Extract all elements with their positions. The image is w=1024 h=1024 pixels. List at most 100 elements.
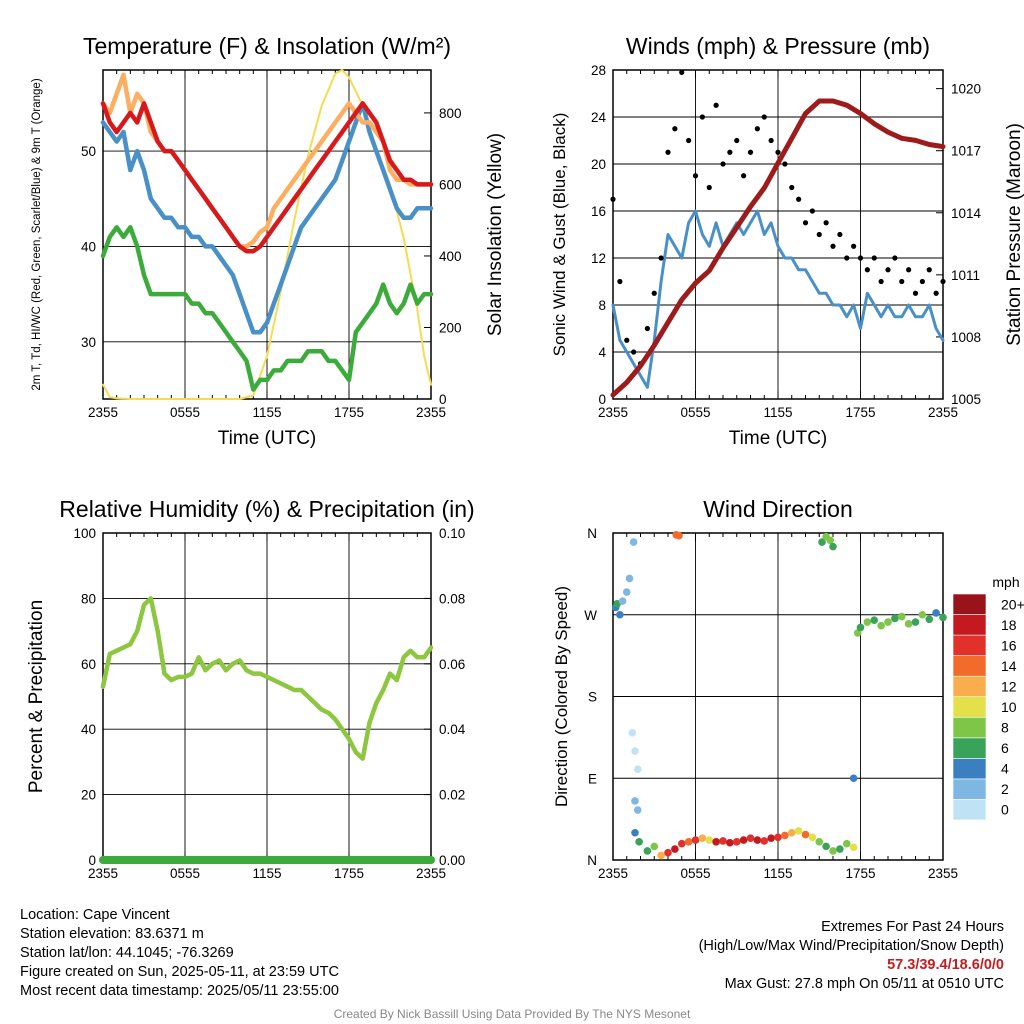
wind-chart-title: Winds (mph) & Pressure (mb) xyxy=(626,33,930,59)
wind-chart-x-tick-label: 1755 xyxy=(845,405,875,420)
direction-chart-direction-point xyxy=(625,574,634,583)
recent-timestamp: Most recent data timestamp: 2025/05/11 2… xyxy=(20,983,339,999)
direction-chart-direction-point xyxy=(939,613,947,622)
wind-chart-gust-point xyxy=(692,173,699,179)
temp-chart-y-tick-label: 30 xyxy=(81,335,96,350)
wind-chart-gust-point xyxy=(857,255,864,261)
rh-chart-x-tick-label: 1155 xyxy=(252,866,281,881)
legend-swatch xyxy=(952,716,987,739)
direction-chart-x-tick-label: 1155 xyxy=(763,866,792,881)
wind-chart-gust-point xyxy=(644,325,650,332)
direction-chart-direction-point xyxy=(698,834,707,842)
direction-chart-x-tick-label: 0555 xyxy=(680,866,710,881)
wind-chart-gust-point xyxy=(672,126,678,132)
max-gust: Max Gust: 27.8 mph On 05/11 at 0510 UTC xyxy=(724,976,1004,992)
wind-chart-x-tick-label: 2355 xyxy=(928,405,958,420)
wind-chart-gust-point xyxy=(686,137,692,144)
extremes-box: Extremes For Past 24 Hours (High/Low/Max… xyxy=(699,918,1004,994)
direction-chart-direction-point xyxy=(863,618,872,626)
legend-label: 20+ xyxy=(1001,596,1024,612)
direction-chart-direction-point xyxy=(794,827,803,835)
wind-chart-gust-point xyxy=(906,267,912,273)
temp-chart-series-line xyxy=(100,101,434,254)
temp-chart-x-tick-label: 2355 xyxy=(88,405,118,420)
wind-chart-gust-point xyxy=(631,349,637,355)
wind-chart-y2-tick-label: 1020 xyxy=(951,82,981,97)
legend-label: 8 xyxy=(1001,720,1009,736)
direction-chart-title: Wind Direction xyxy=(703,496,853,522)
wind-chart-gust-point xyxy=(734,137,740,144)
rh-chart-y2-tick-label: 0.10 xyxy=(439,526,465,541)
direction-chart-y-tick-label: W xyxy=(584,608,597,623)
temp-chart-y-axis-label: 2m T, Td, HI/WC (Red, Green, Scarlet/Blu… xyxy=(31,78,43,390)
direction-chart-direction-point xyxy=(826,536,835,545)
temp-chart-x-tick-label: 1755 xyxy=(334,405,364,420)
legend-swatch xyxy=(952,675,987,698)
wind-chart-gust-point xyxy=(864,267,870,273)
rh-chart-title: Relative Humidity (%) & Precipitation (i… xyxy=(59,496,474,522)
wind-chart-gust-point xyxy=(899,278,905,285)
direction-chart-direction-point xyxy=(884,618,892,626)
station-latlon: Station lat/lon: 44.1045; -76.3269 xyxy=(20,945,234,961)
direction-chart-direction-point xyxy=(726,838,734,847)
direction-chart-direction-point xyxy=(877,621,885,630)
figure-created: Figure created on Sun, 2025-05-11, at 23… xyxy=(20,964,339,980)
direction-chart-direction-point xyxy=(829,542,837,551)
wind-chart-y-tick-label: 4 xyxy=(598,345,606,360)
legend-swatch xyxy=(952,778,987,800)
direction-chart-direction-point xyxy=(650,842,659,851)
wind-chart-gust-point xyxy=(699,114,705,120)
direction-chart-direction-point xyxy=(677,839,686,848)
direction-chart-direction-point xyxy=(911,618,920,626)
legend-swatch xyxy=(952,655,987,677)
direction-chart-direction-point xyxy=(675,531,683,540)
wind-chart-gust-point xyxy=(747,149,754,155)
wind-chart-gust-point xyxy=(851,243,857,249)
legend-label: 18 xyxy=(1001,617,1017,633)
wind-chart-gust-point xyxy=(720,161,726,167)
wind-chart-gust-point xyxy=(782,161,788,167)
wind-chart-gust-point xyxy=(940,278,946,285)
rh-chart-y2-tick-label: 0.08 xyxy=(439,591,465,606)
wind-chart-y-tick-label: 12 xyxy=(591,251,606,266)
wind-chart-y-tick-label: 16 xyxy=(591,204,606,219)
direction-chart-direction-point xyxy=(712,838,720,846)
station-location: Location: Cape Vincent xyxy=(20,907,170,923)
wind-chart-gust-point xyxy=(713,102,719,108)
wind-chart-x-tick-label: 2355 xyxy=(598,405,628,420)
wind-chart-gust-point xyxy=(624,337,630,343)
legend-swatch xyxy=(952,799,987,821)
wind-chart-gust-point xyxy=(768,137,774,144)
wind-chart-y-tick-label: 0 xyxy=(598,392,606,407)
legend-swatch xyxy=(952,634,987,656)
direction-chart-direction-point xyxy=(628,729,637,737)
temp-chart-y2-tick-label: 200 xyxy=(439,320,462,335)
direction-chart-direction-point xyxy=(753,836,762,844)
direction-chart-direction-point xyxy=(631,797,639,805)
station-info: Location: Cape Vincent Station elevation… xyxy=(20,906,339,1001)
rh-chart-y-tick-label: 80 xyxy=(81,591,96,606)
direction-chart-direction-point xyxy=(629,538,638,546)
temp-chart-y2-axis-label: Solar Insolation (Yellow) xyxy=(485,133,506,336)
direction-chart-direction-point xyxy=(643,847,652,855)
legend-label: 14 xyxy=(1001,658,1017,674)
wind-chart-gust-point xyxy=(679,69,685,75)
wind-chart-gust-point xyxy=(651,290,657,296)
direction-chart-direction-point xyxy=(746,834,755,842)
direction-chart-direction-point xyxy=(781,831,789,840)
direction-chart-y-tick-label: E xyxy=(588,771,597,786)
extremes-subtitle: (High/Low/Max Wind/Precipitation/Snow De… xyxy=(698,938,1004,954)
rh-chart-y2-tick-label: 0.02 xyxy=(439,788,465,803)
wind-chart-gust-point xyxy=(706,184,712,191)
wind-chart-gust-point xyxy=(741,173,747,179)
direction-chart-direction-point xyxy=(616,610,624,619)
direction-chart-direction-point xyxy=(664,848,672,857)
wind-chart-gust-point xyxy=(617,278,623,285)
direction-chart-direction-point xyxy=(822,842,830,851)
temp-chart-x-tick-label: 0555 xyxy=(170,405,200,420)
direction-chart-direction-point xyxy=(767,834,775,842)
direction-chart-x-tick-label: 2355 xyxy=(928,866,958,881)
wind-chart-x-tick-label: 1155 xyxy=(763,405,792,420)
wind-chart-gust-point xyxy=(727,149,733,155)
wind-chart-gust-point xyxy=(775,149,781,155)
